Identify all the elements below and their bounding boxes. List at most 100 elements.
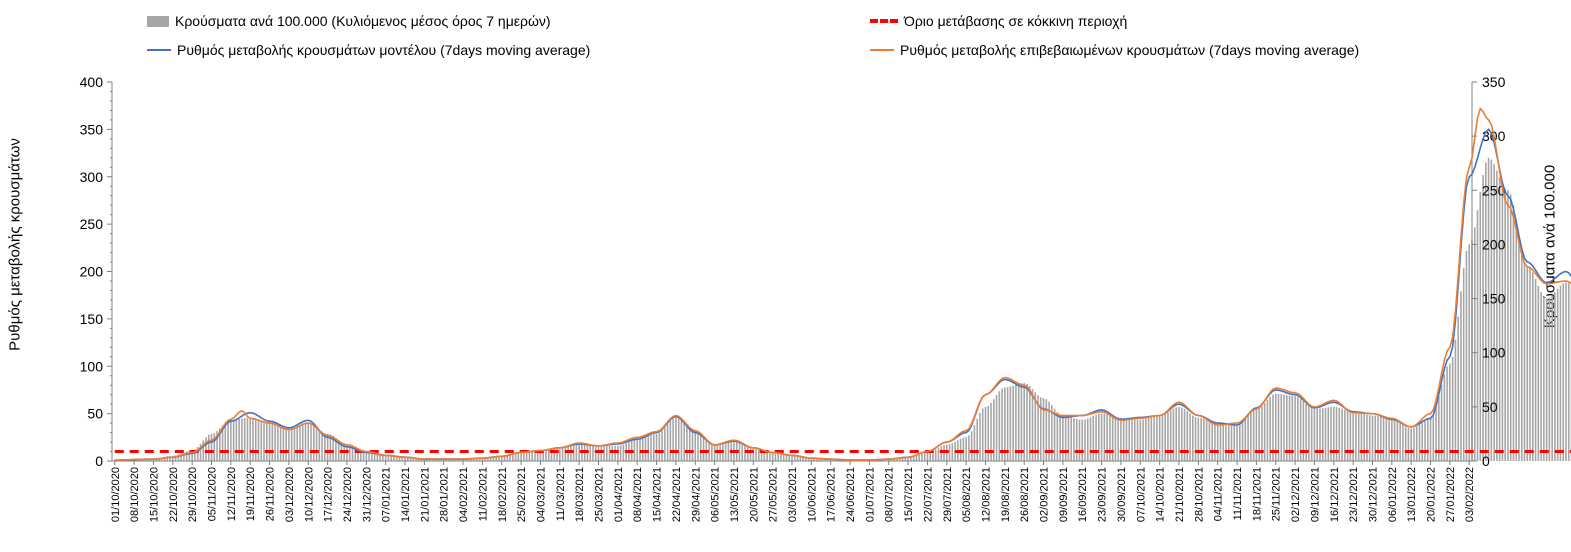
bar — [1460, 291, 1462, 461]
bar — [661, 430, 663, 461]
x-tick-label: 06/05/2021 — [710, 467, 722, 522]
bar — [230, 419, 232, 461]
bar — [1142, 419, 1144, 461]
bar — [1556, 288, 1559, 461]
bar — [1012, 385, 1014, 461]
bar — [1098, 413, 1100, 461]
bar — [221, 425, 224, 461]
bar — [238, 419, 240, 461]
bar — [1393, 418, 1396, 461]
bar — [169, 455, 171, 461]
bar — [371, 451, 373, 461]
bar — [1294, 396, 1296, 461]
bar — [442, 458, 445, 461]
x-tick-label: 16/09/2021 — [1077, 467, 1089, 522]
bar — [1189, 413, 1191, 461]
bar — [647, 436, 650, 461]
x-tick-label: 29/10/2020 — [187, 467, 199, 522]
bar — [1009, 386, 1012, 461]
bar — [213, 433, 216, 461]
bar — [462, 458, 464, 461]
bar — [1183, 409, 1186, 461]
bar — [1540, 292, 1542, 461]
bar — [777, 452, 779, 461]
bar — [536, 450, 539, 461]
bar — [1532, 272, 1534, 461]
x-tick-label: 24/06/2021 — [845, 467, 857, 522]
bar — [174, 455, 177, 461]
x-tick-label: 21/10/2021 — [1174, 467, 1186, 522]
bar — [1053, 408, 1056, 461]
bar — [1172, 408, 1175, 461]
bar — [172, 455, 174, 461]
bar — [434, 458, 437, 461]
bar — [335, 437, 337, 461]
x-tick-label: 16/12/2021 — [1329, 467, 1341, 522]
bar — [393, 455, 395, 461]
x-tick-label: 04/02/2021 — [458, 467, 470, 522]
bar — [617, 445, 619, 461]
bar — [1203, 418, 1205, 461]
x-tick-label: 30/12/2021 — [1367, 467, 1379, 522]
bar — [326, 433, 329, 461]
bar — [498, 455, 500, 461]
bar — [1567, 283, 1570, 461]
confirmed-series-line — [114, 106, 1571, 461]
right-tick-label: 50 — [1482, 399, 1498, 415]
bar — [406, 456, 409, 461]
left-tick-label: 100 — [80, 358, 104, 374]
bar — [312, 424, 315, 461]
bar — [1114, 416, 1117, 461]
bar — [965, 437, 967, 461]
bar — [160, 457, 163, 461]
bar — [534, 450, 536, 461]
bar — [1291, 395, 1294, 461]
bar — [818, 458, 821, 461]
bar — [1509, 194, 1512, 462]
bar — [741, 444, 744, 461]
bar — [981, 408, 984, 461]
bar — [650, 435, 652, 461]
x-tick-label: 29/07/2021 — [942, 467, 954, 522]
bar — [1374, 415, 1377, 461]
bar — [824, 458, 826, 461]
bar — [1028, 386, 1031, 461]
bar — [387, 454, 390, 461]
bar — [495, 456, 498, 461]
bar — [1161, 415, 1164, 461]
bar — [1543, 296, 1545, 461]
bar — [1131, 419, 1133, 461]
bar — [644, 437, 647, 461]
bar — [177, 454, 180, 461]
x-tick-label: 06/01/2022 — [1387, 467, 1399, 522]
bar — [1523, 261, 1526, 461]
bar — [578, 443, 580, 461]
bar — [1122, 417, 1125, 461]
bar — [271, 422, 274, 461]
bar — [531, 451, 533, 461]
model-series-line — [114, 128, 1571, 461]
bar — [1252, 409, 1255, 461]
bar — [1178, 406, 1180, 461]
bar — [520, 452, 522, 461]
bar — [923, 452, 926, 461]
x-tick-label: 26/11/2020 — [265, 467, 277, 521]
legend-model-label: Ρυθμός μεταβολής κρουσμάτων μοντέλου (7d… — [177, 42, 591, 58]
bar — [1479, 191, 1482, 461]
bar — [440, 458, 442, 461]
bar — [1440, 384, 1443, 461]
bar — [359, 449, 362, 461]
bar — [243, 418, 246, 461]
x-tick-label: 19/11/2020 — [245, 467, 257, 521]
bar — [570, 445, 572, 461]
bar — [1554, 292, 1556, 461]
bar — [500, 455, 503, 461]
bar — [962, 437, 965, 461]
x-tick-label: 03/12/2020 — [284, 467, 296, 522]
right-tick-label: 150 — [1482, 291, 1506, 307]
bar — [738, 442, 741, 461]
x-tick-label: 01/10/2020 — [110, 467, 122, 522]
bar — [401, 456, 404, 461]
bar — [901, 458, 904, 461]
bar — [1214, 421, 1216, 461]
